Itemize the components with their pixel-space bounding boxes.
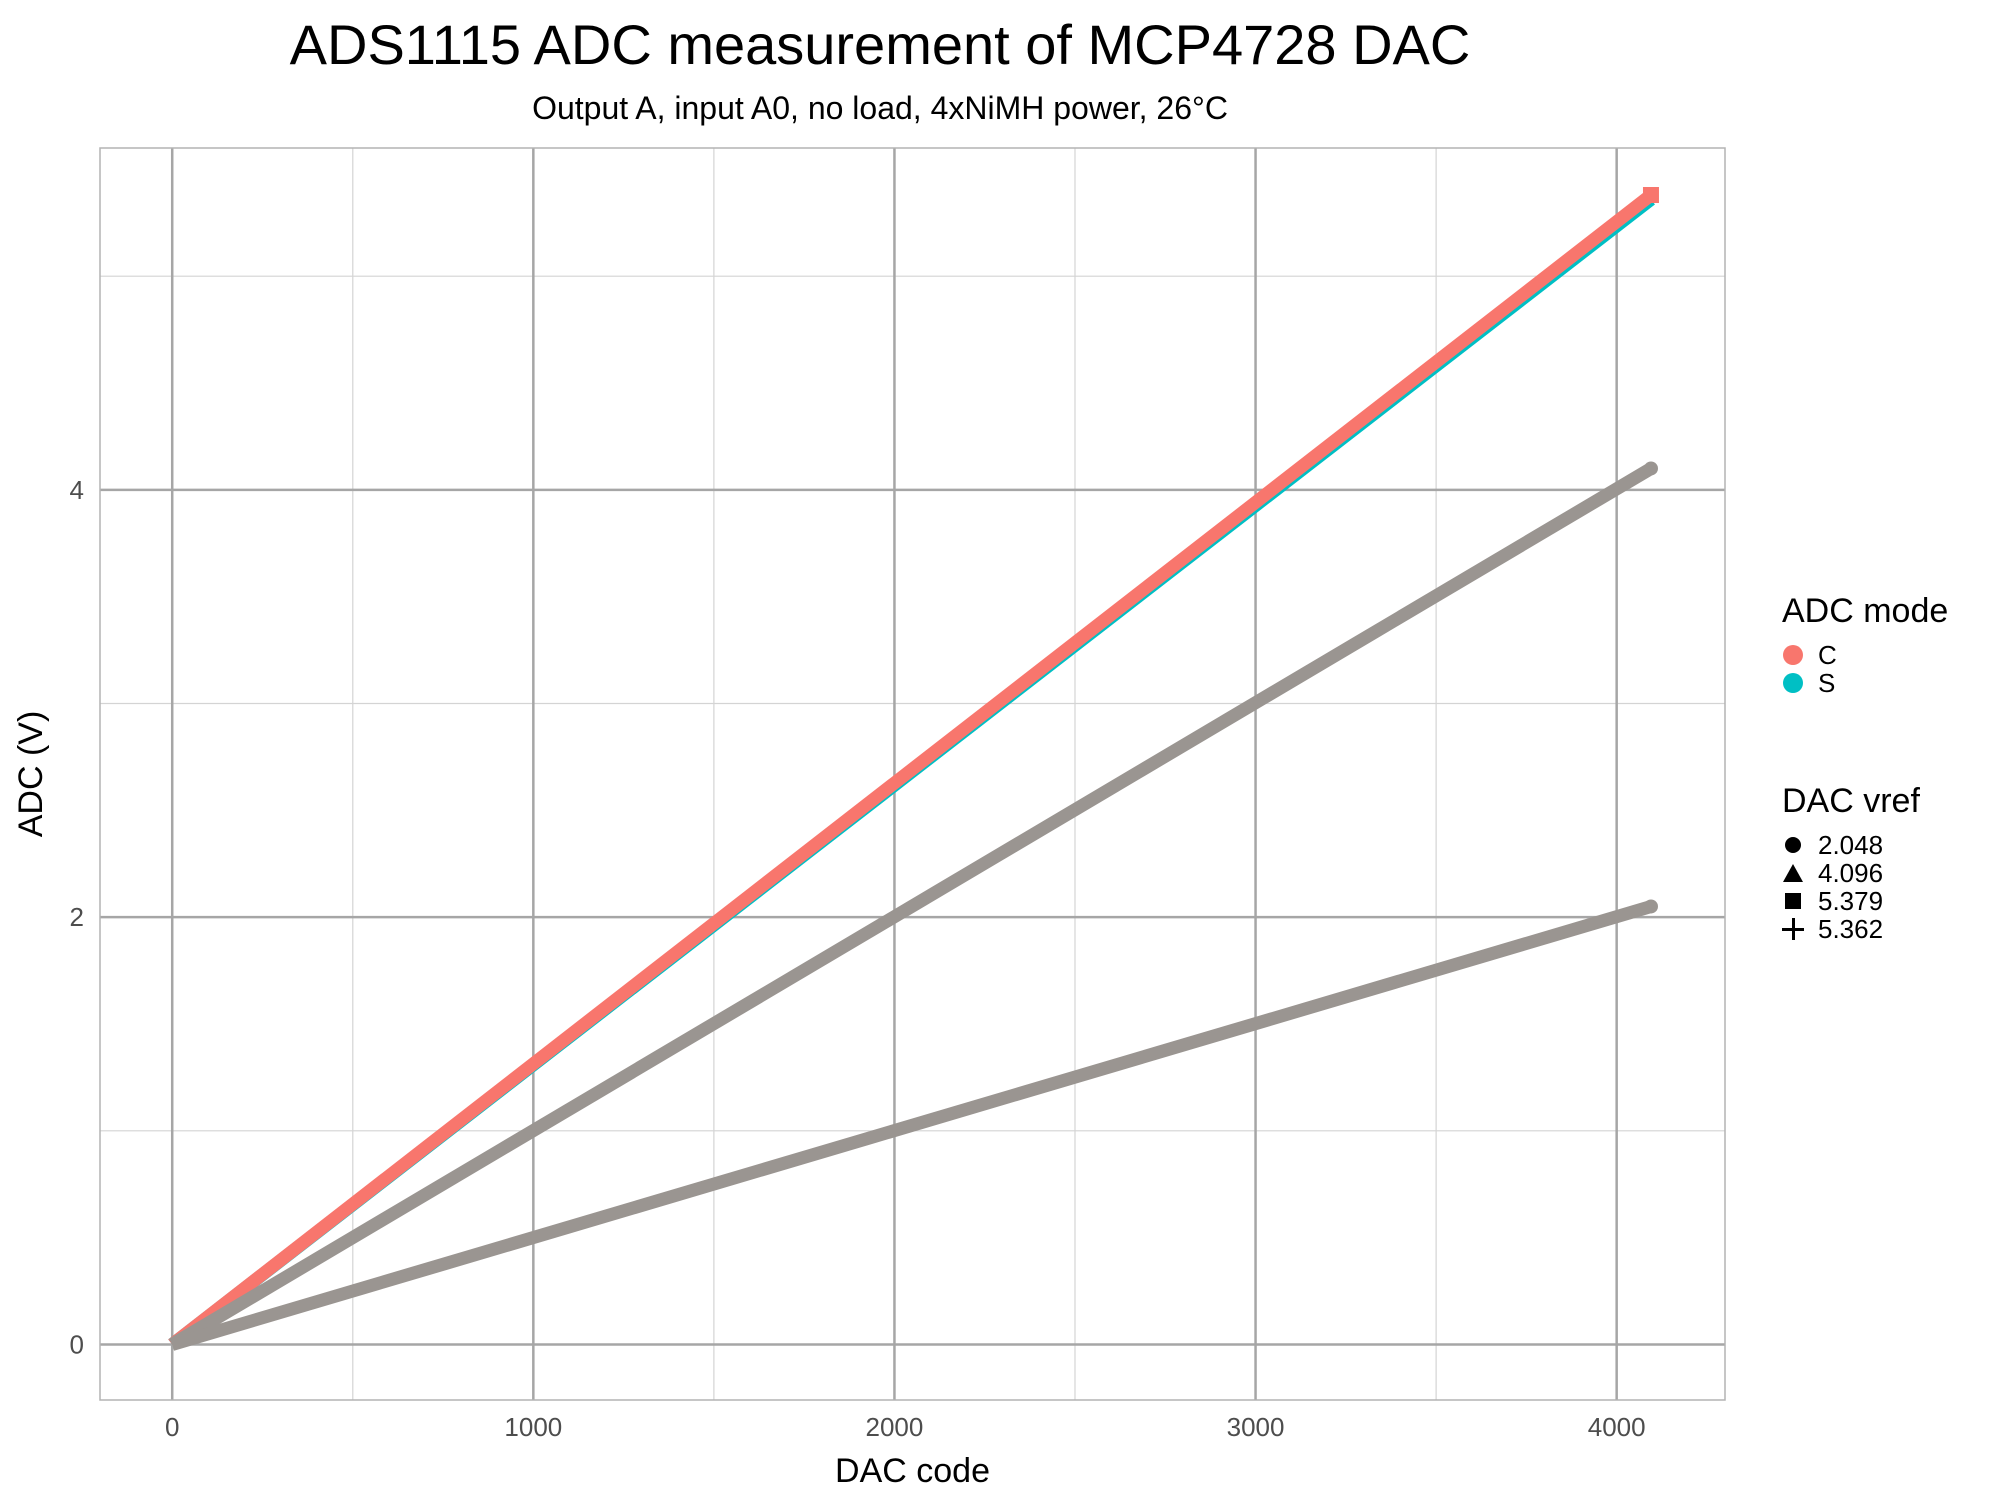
- x-tick-label: 3000: [1227, 1412, 1285, 1442]
- legend-key-c: [1782, 644, 1804, 666]
- legend-color-title: ADC mode: [1782, 592, 1949, 630]
- legend-label-s: S: [1818, 667, 1836, 698]
- y-tick-label: 2: [70, 902, 84, 932]
- legend-item-s: S: [1782, 667, 1948, 698]
- x-tick-label: 2000: [866, 1412, 924, 1442]
- square-icon: [1782, 890, 1804, 912]
- minor-gridlines: [100, 148, 1725, 1400]
- legend-item-2048: 2.048: [1782, 829, 1920, 860]
- panel-border: [99, 147, 1726, 1401]
- legend-shape-title: DAC vref: [1782, 782, 1920, 820]
- legend-label-2048: 2.048: [1818, 829, 1884, 860]
- legend-item-c: C: [1782, 639, 1948, 670]
- legend-item-5362: 5.362: [1782, 913, 1920, 944]
- legend-item-4096: 4.096: [1782, 857, 1920, 888]
- major-gridlines: [100, 148, 1725, 1400]
- legend-key-s: [1782, 672, 1804, 694]
- y-tick-label: 0: [70, 1329, 84, 1359]
- series-end-marker: [1643, 461, 1658, 476]
- legend-label-5379: 5.379: [1818, 885, 1884, 916]
- legend-dac-vref: DAC vref 2.048 4.096 5.379 5.362: [1782, 782, 1920, 944]
- legend-label-4096: 4.096: [1818, 857, 1884, 888]
- legend-label-5362: 5.362: [1818, 913, 1884, 944]
- series-line: [168, 462, 1655, 1351]
- series-C-5.379: [168, 187, 1659, 1350]
- legend-adc-mode: ADC mode C S: [1782, 592, 1949, 698]
- chart-subtitle: Output A, input A0, no load, 4xNiMH powe…: [532, 90, 1228, 126]
- series-C-4.096: [168, 461, 1658, 1351]
- plus-icon: [1782, 918, 1804, 940]
- series-line: [170, 900, 1653, 1351]
- triangle-icon: [1782, 862, 1804, 884]
- circle-icon: [1782, 834, 1804, 856]
- series-end-marker: [1642, 187, 1659, 204]
- tick-labels: 0 1000 2000 3000 4000 0 2 4: [70, 475, 1646, 1442]
- legend-label-c: C: [1818, 639, 1837, 670]
- x-tick-label: 0: [165, 1412, 179, 1442]
- legend-item-5379: 5.379: [1782, 885, 1920, 916]
- y-axis-title: ADC (V): [12, 711, 50, 838]
- series-line: [168, 189, 1655, 1350]
- series-end-marker: [1643, 899, 1658, 914]
- series-C-2.048: [170, 899, 1658, 1351]
- x-tick-label: 4000: [1588, 1412, 1646, 1442]
- x-axis-title: DAC code: [835, 1452, 990, 1490]
- y-tick-label: 4: [70, 475, 84, 505]
- chart-title: ADS1115 ADC measurement of MCP4728 DAC: [289, 13, 1471, 76]
- series-layer: [168, 187, 1659, 1351]
- x-tick-label: 1000: [504, 1412, 562, 1442]
